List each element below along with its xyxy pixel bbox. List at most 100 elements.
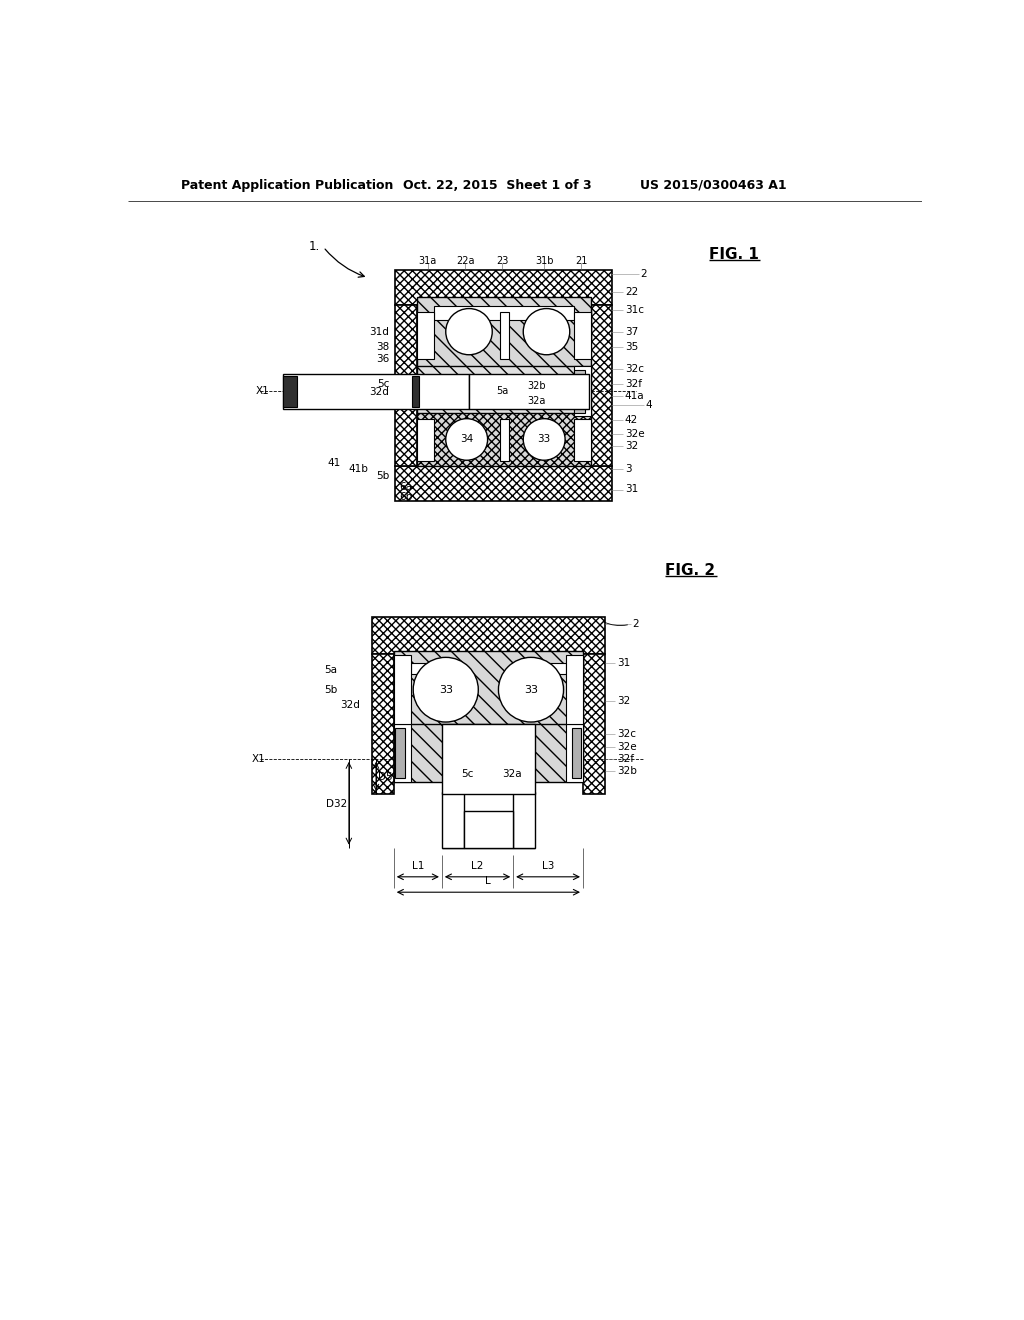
Text: 6b: 6b xyxy=(399,492,413,502)
Text: 31: 31 xyxy=(625,484,638,495)
Bar xyxy=(417,305,591,339)
Bar xyxy=(283,376,297,407)
Text: FIG. 2: FIG. 2 xyxy=(665,562,715,578)
Bar xyxy=(395,729,404,779)
Bar xyxy=(417,413,591,466)
Bar xyxy=(394,725,411,781)
Bar xyxy=(566,725,583,781)
Text: 5a: 5a xyxy=(496,385,508,396)
Bar xyxy=(283,374,469,409)
Text: 32: 32 xyxy=(625,441,638,450)
Bar xyxy=(566,655,583,725)
Text: L3: L3 xyxy=(542,861,554,871)
Text: Patent Application Publication: Patent Application Publication xyxy=(180,178,393,191)
Text: L: L xyxy=(485,876,492,886)
Text: 32c: 32c xyxy=(625,363,644,374)
Bar xyxy=(573,313,591,359)
Text: Oct. 22, 2015  Sheet 1 of 3: Oct. 22, 2015 Sheet 1 of 3 xyxy=(403,178,592,191)
Text: X1: X1 xyxy=(252,754,266,764)
Text: 32b: 32b xyxy=(617,766,637,776)
Bar xyxy=(417,367,591,416)
Text: 36: 36 xyxy=(376,354,389,363)
Text: 33: 33 xyxy=(538,434,551,445)
Circle shape xyxy=(445,309,493,355)
Text: 31d: 31d xyxy=(370,326,389,337)
Text: 32f: 32f xyxy=(617,754,634,764)
Circle shape xyxy=(523,309,569,355)
Text: 5c: 5c xyxy=(461,770,474,779)
Text: 5a: 5a xyxy=(325,665,337,676)
Text: FIG. 1: FIG. 1 xyxy=(710,247,759,263)
Text: 31c: 31c xyxy=(625,305,644,315)
Text: 22a: 22a xyxy=(456,256,474,265)
Text: 2: 2 xyxy=(633,619,639,630)
Bar xyxy=(500,313,509,359)
Text: 32e: 32e xyxy=(617,742,637,752)
Bar xyxy=(464,810,513,847)
Bar xyxy=(394,651,583,729)
Bar xyxy=(573,418,591,461)
Text: 41: 41 xyxy=(328,458,341,467)
Bar xyxy=(442,725,535,793)
Bar xyxy=(519,663,566,675)
Text: US 2015/0300463 A1: US 2015/0300463 A1 xyxy=(640,178,786,191)
Text: 41a: 41a xyxy=(625,391,644,400)
Bar xyxy=(395,305,417,466)
Text: 32f: 32f xyxy=(625,379,642,389)
Text: 23: 23 xyxy=(497,256,509,265)
Text: 34: 34 xyxy=(460,434,473,445)
Text: 32a: 32a xyxy=(503,770,522,779)
Text: 32a: 32a xyxy=(527,396,546,407)
Text: 6a: 6a xyxy=(399,482,413,492)
Text: 31b: 31b xyxy=(535,256,553,265)
Text: 37: 37 xyxy=(625,326,638,337)
Bar xyxy=(442,792,464,847)
Bar xyxy=(591,305,612,466)
Text: D32: D32 xyxy=(326,799,347,809)
Bar xyxy=(395,466,612,502)
Text: 1.: 1. xyxy=(309,240,321,253)
Text: 22: 22 xyxy=(625,286,638,297)
Bar xyxy=(500,418,509,461)
Text: 21: 21 xyxy=(575,256,588,265)
Circle shape xyxy=(445,418,487,461)
Text: L2: L2 xyxy=(471,861,483,871)
Text: 33: 33 xyxy=(438,685,453,694)
Bar xyxy=(573,367,591,416)
Bar xyxy=(573,370,586,412)
Circle shape xyxy=(499,657,563,722)
Bar xyxy=(372,653,394,793)
Text: 32d: 32d xyxy=(370,387,389,397)
Bar xyxy=(469,374,589,409)
Text: 38: 38 xyxy=(376,342,389,352)
Bar xyxy=(394,655,411,725)
Bar xyxy=(394,725,583,781)
Text: 32c: 32c xyxy=(617,729,636,739)
Text: 35: 35 xyxy=(625,342,638,352)
Text: D5: D5 xyxy=(378,772,392,781)
Text: 4: 4 xyxy=(646,400,652,409)
Bar xyxy=(372,616,604,653)
Text: 3: 3 xyxy=(625,463,632,474)
Text: 5b: 5b xyxy=(324,685,337,694)
Bar xyxy=(417,313,434,359)
Bar xyxy=(411,663,458,675)
Bar xyxy=(394,653,583,693)
Text: 32: 32 xyxy=(617,696,631,706)
Text: 41b: 41b xyxy=(348,463,369,474)
Text: 33: 33 xyxy=(524,685,538,694)
Bar xyxy=(417,418,434,461)
Text: 2: 2 xyxy=(640,269,647,279)
Text: 32e: 32e xyxy=(625,429,644,440)
Bar xyxy=(583,653,604,793)
Bar xyxy=(417,297,591,370)
Text: 32b: 32b xyxy=(527,380,546,391)
Bar xyxy=(413,376,419,407)
Text: L1: L1 xyxy=(412,861,424,871)
Text: 32d: 32d xyxy=(341,700,360,710)
Text: 31a: 31a xyxy=(419,256,437,265)
Circle shape xyxy=(414,657,478,722)
Text: 5b: 5b xyxy=(376,471,389,482)
Bar xyxy=(434,306,573,321)
Text: 5c: 5c xyxy=(377,379,389,389)
